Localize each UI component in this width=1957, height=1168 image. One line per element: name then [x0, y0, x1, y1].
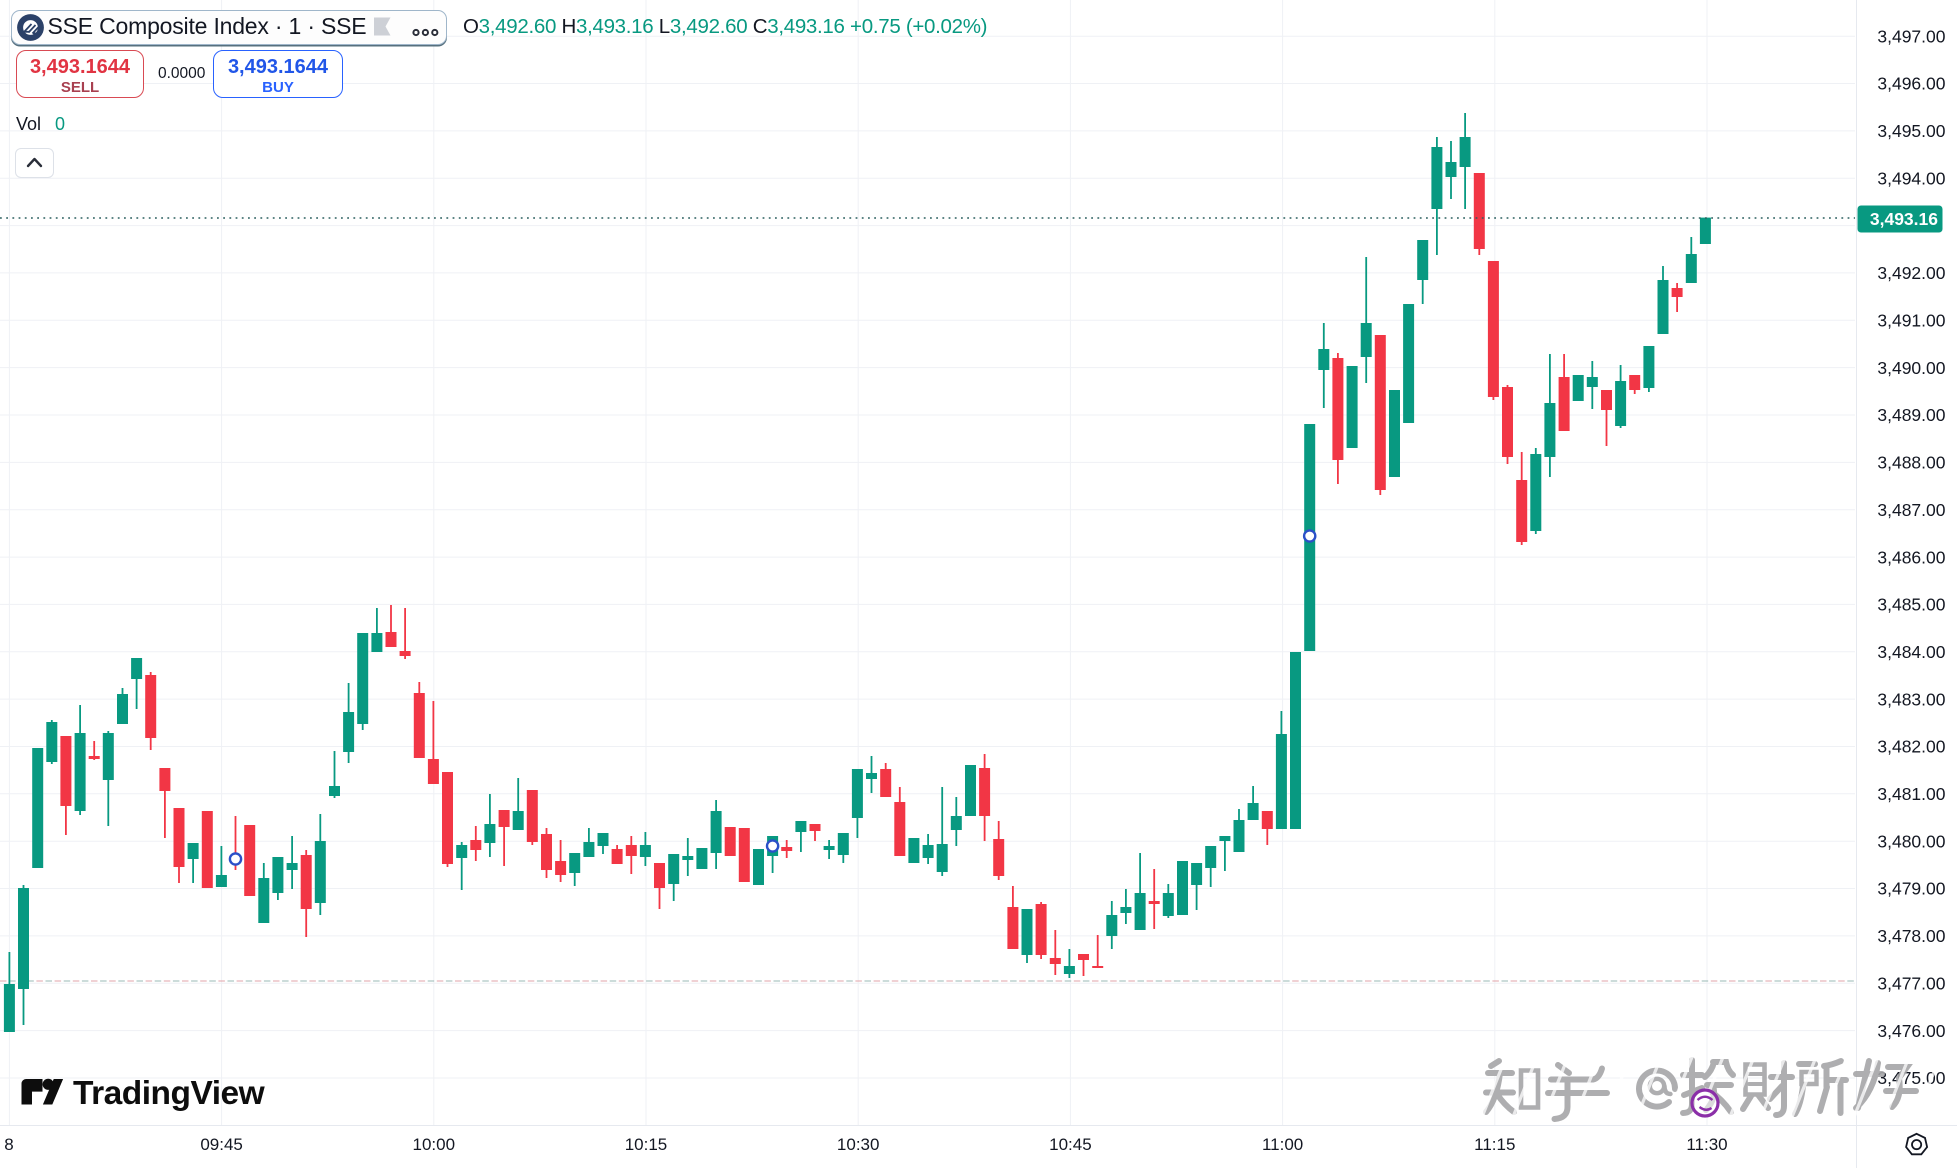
svg-text:3,477.00: 3,477.00	[1877, 974, 1945, 994]
svg-text:11:30: 11:30	[1686, 1135, 1727, 1154]
svg-text:3,493.16: 3,493.16	[1870, 209, 1938, 229]
svg-text:3,485.00: 3,485.00	[1877, 595, 1945, 615]
svg-text:3,480.00: 3,480.00	[1877, 831, 1945, 851]
svg-text:3,494.00: 3,494.00	[1877, 168, 1945, 188]
svg-text:11:00: 11:00	[1262, 1135, 1303, 1154]
svg-text:3,489.00: 3,489.00	[1877, 405, 1945, 425]
svg-text:8: 8	[4, 1135, 13, 1154]
svg-text:10:45: 10:45	[1049, 1135, 1092, 1154]
svg-text:3,497.00: 3,497.00	[1877, 26, 1945, 46]
svg-text:3,476.00: 3,476.00	[1877, 1021, 1945, 1041]
svg-text:3,481.00: 3,481.00	[1877, 784, 1945, 804]
svg-text:3,490.00: 3,490.00	[1877, 358, 1945, 378]
svg-text:3,482.00: 3,482.00	[1877, 737, 1945, 757]
svg-text:10:00: 10:00	[413, 1135, 456, 1154]
svg-text:3,478.00: 3,478.00	[1877, 926, 1945, 946]
svg-text:3,486.00: 3,486.00	[1877, 547, 1945, 567]
svg-text:3,487.00: 3,487.00	[1877, 500, 1945, 520]
svg-text:3,495.00: 3,495.00	[1877, 121, 1945, 141]
svg-text:11:15: 11:15	[1474, 1135, 1515, 1154]
svg-text:3,496.00: 3,496.00	[1877, 74, 1945, 94]
svg-text:3,483.00: 3,483.00	[1877, 689, 1945, 709]
svg-text:3,479.00: 3,479.00	[1877, 879, 1945, 899]
svg-text:10:15: 10:15	[625, 1135, 668, 1154]
svg-text:09:45: 09:45	[200, 1135, 243, 1154]
svg-text:10:30: 10:30	[837, 1135, 880, 1154]
svg-text:TradingView: TradingView	[73, 1075, 266, 1112]
svg-text:3,492.00: 3,492.00	[1877, 263, 1945, 283]
svg-text:3,491.00: 3,491.00	[1877, 311, 1945, 331]
svg-text:3,488.00: 3,488.00	[1877, 453, 1945, 473]
svg-text:3,484.00: 3,484.00	[1877, 642, 1945, 662]
